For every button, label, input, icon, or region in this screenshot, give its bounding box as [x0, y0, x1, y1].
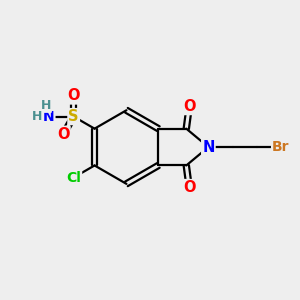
Text: S: S [68, 109, 79, 124]
Text: N: N [43, 110, 54, 124]
Text: O: O [183, 99, 196, 114]
Text: Br: Br [272, 140, 290, 154]
Text: H: H [40, 99, 51, 112]
Text: O: O [68, 88, 80, 104]
Text: N: N [202, 140, 214, 154]
Text: Cl: Cl [66, 170, 81, 184]
Text: O: O [183, 180, 196, 195]
Text: H: H [32, 110, 43, 123]
Text: O: O [57, 127, 70, 142]
